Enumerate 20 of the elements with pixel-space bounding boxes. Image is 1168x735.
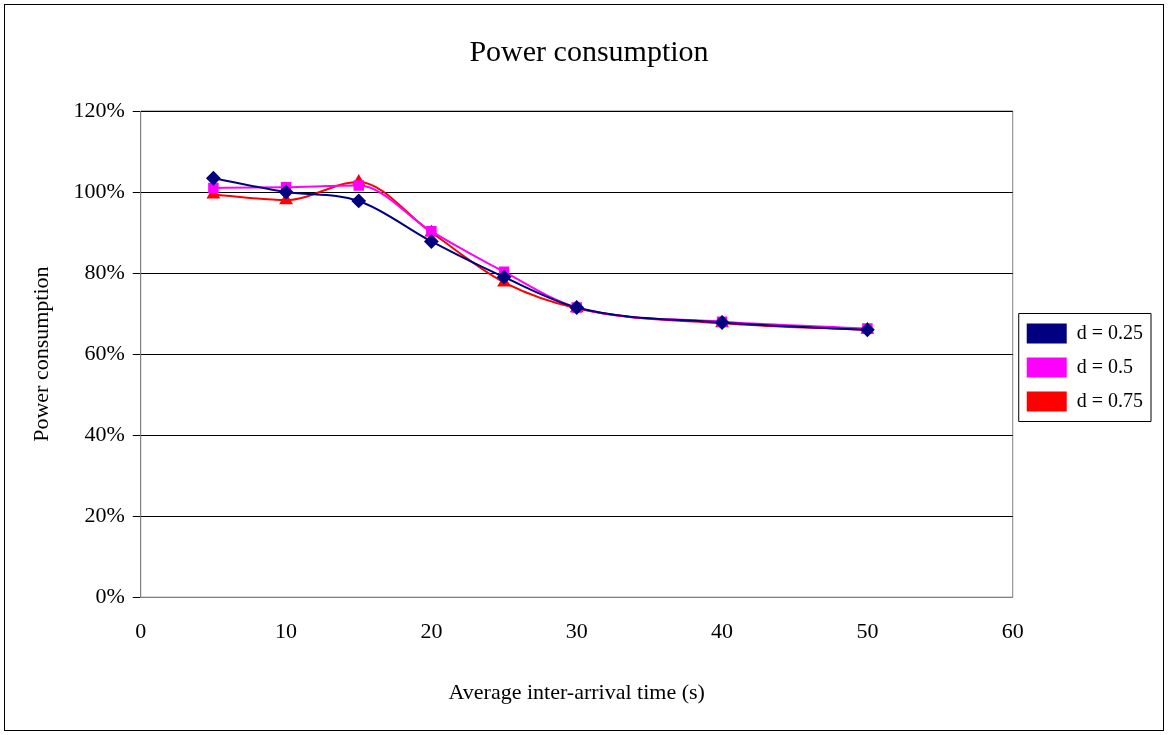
y-tick-label: 120% xyxy=(73,96,125,122)
x-tick-label: 60 xyxy=(1001,618,1024,644)
x-tick-label: 40 xyxy=(711,618,734,644)
y-tick-label: 100% xyxy=(73,177,125,203)
x-tick-label: 0 xyxy=(135,618,147,644)
y-tick-label: 0% xyxy=(95,582,125,608)
x-tick-label: 50 xyxy=(856,618,879,644)
y-tick-label: 40% xyxy=(84,420,125,446)
x-tick-label: 20 xyxy=(420,618,443,644)
x-axis-title: Average inter-arrival time (s) xyxy=(448,678,705,704)
y-tick-label: 20% xyxy=(84,501,125,527)
chart-title: Power consumption xyxy=(469,33,709,67)
y-tick-label: 60% xyxy=(84,339,125,365)
legend-label: d = 0.75 xyxy=(1076,388,1143,411)
legend-label: d = 0.25 xyxy=(1076,320,1143,343)
legend-label: d = 0.5 xyxy=(1076,354,1133,377)
x-tick-label: 10 xyxy=(275,618,298,644)
x-tick-label: 30 xyxy=(565,618,588,644)
y-axis-title: Power consumption xyxy=(27,266,53,442)
y-tick-label: 80% xyxy=(84,258,125,284)
